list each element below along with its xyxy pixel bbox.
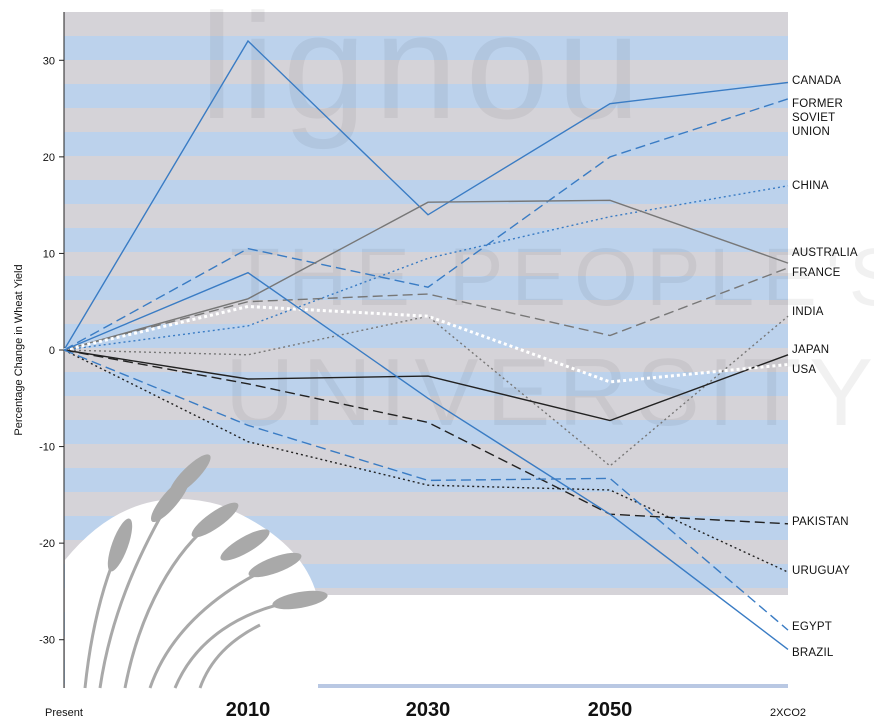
wheat-head xyxy=(248,552,302,578)
bg-stripe xyxy=(64,348,788,372)
series-label-japan: JAPAN xyxy=(792,344,829,356)
y-tick-label: -30 xyxy=(39,635,55,647)
y-tick-label: 30 xyxy=(43,55,55,67)
bg-stripe xyxy=(64,180,788,204)
bg-stripe xyxy=(64,36,788,60)
series-line-canada xyxy=(63,39,789,351)
bg-stripe xyxy=(64,204,788,228)
watermark: lignou THE PEOPLE'S UNIVERSITY xyxy=(200,0,874,446)
x-tick-label: 2010 xyxy=(226,699,271,721)
bottom-band xyxy=(318,684,788,688)
series-label-india: INDIA xyxy=(792,306,824,318)
white-panel xyxy=(318,595,788,684)
series-label-uruguay: URUGUAY xyxy=(792,565,850,577)
watermark-text: lignou xyxy=(200,0,648,150)
series-labels: CANADA FORMER SOVIET UNION CHINA AUSTRALIA FRA… xyxy=(792,75,858,659)
bg-stripe xyxy=(64,252,788,276)
bg-stripe xyxy=(64,108,788,132)
bg-stripe xyxy=(64,420,788,444)
series-label-former-soviet-union: SOVIET xyxy=(792,112,835,124)
series-label-australia: AUSTRALIA xyxy=(792,247,858,259)
series-line-japan xyxy=(63,349,789,422)
series-label-pakistan: PAKISTAN xyxy=(792,516,849,528)
series-line-australia xyxy=(63,199,789,351)
bg-stripe xyxy=(64,444,788,468)
y-tick-label: 10 xyxy=(43,248,55,260)
y-tick-label: 20 xyxy=(43,152,55,164)
wheat-head xyxy=(107,518,133,572)
series-line-brazil xyxy=(63,271,789,650)
x-tick-label: 2XCO2 xyxy=(770,707,806,719)
wheat-head xyxy=(191,502,239,538)
series-line-usa xyxy=(63,304,789,384)
series-label-former-soviet-union: UNION xyxy=(792,126,830,138)
watermark-text: THE PEOPLE'S xyxy=(230,232,874,323)
x-tick-label: 2050 xyxy=(588,699,633,721)
series-line-former-soviet-union xyxy=(63,98,789,351)
y-tick-label: -20 xyxy=(39,538,55,550)
series-label-china: CHINA xyxy=(792,180,829,192)
bg-stripe xyxy=(64,12,788,36)
series-label-france: FRANCE xyxy=(792,267,841,279)
bg-stripe xyxy=(64,324,788,348)
series-label-usa: USA xyxy=(792,364,816,376)
y-tick-label: -10 xyxy=(39,442,55,454)
series-label-former-soviet-union: FORMER xyxy=(792,98,843,110)
y-tick-label: 0 xyxy=(49,345,55,357)
wheat-head xyxy=(220,529,270,561)
wheat-head xyxy=(272,590,328,610)
series-label-canada: CANADA xyxy=(792,75,841,87)
wheat-head xyxy=(169,454,211,496)
bg-stripe xyxy=(64,156,788,180)
watermark-text: UNIVERSITY xyxy=(225,339,874,446)
bg-stripe xyxy=(64,228,788,252)
series-line-pakistan xyxy=(63,349,789,525)
bg-stripe xyxy=(64,84,788,108)
series-line-egypt xyxy=(63,349,789,631)
wheat-stalk xyxy=(198,623,261,689)
x-tick-label: Present xyxy=(45,707,83,719)
wheat-stalk xyxy=(98,499,172,689)
series-lines xyxy=(63,39,789,650)
y-axis-label: Percentage Change in Wheat Yield xyxy=(13,264,25,435)
bg-stripe xyxy=(64,276,788,300)
series-line-india xyxy=(63,315,789,467)
series-line-uruguay xyxy=(63,349,789,573)
x-tick-label: 2030 xyxy=(406,699,451,721)
series-label-brazil: BRAZIL xyxy=(792,647,834,659)
bg-stripe xyxy=(64,300,788,324)
bg-stripe xyxy=(64,132,788,156)
bg-stripe xyxy=(64,60,788,84)
series-line-france xyxy=(63,267,789,351)
series-label-egypt: EGYPT xyxy=(792,621,832,633)
wheat-sun-illustration xyxy=(65,454,328,689)
